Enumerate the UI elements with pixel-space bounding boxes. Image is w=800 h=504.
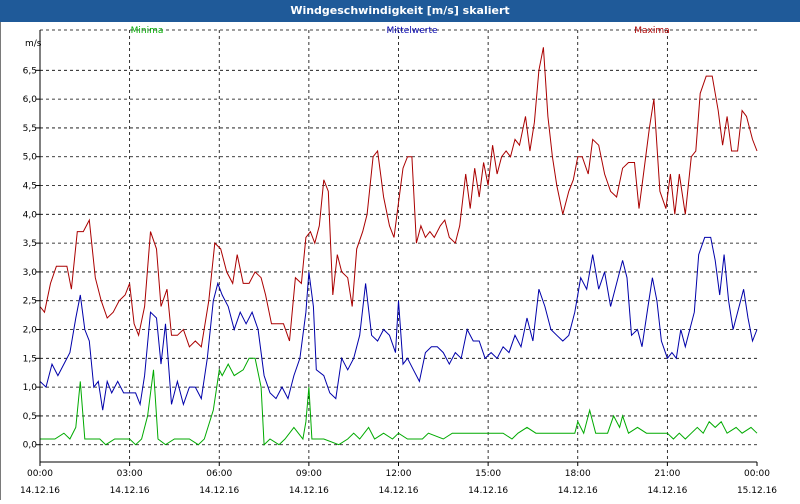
y-tick-label: 1,0 [23,383,38,393]
x-tick-label-time: 00:00 [27,469,53,479]
y-tick-label: 1,5 [23,354,37,364]
x-tick-label-date: 14.12.16 [289,486,329,496]
y-tick-label: 3,5 [23,239,37,249]
y-tick-label: 4,5 [23,182,37,192]
x-tick-label-date: 14.12.16 [468,486,508,496]
y-axis-label: m/s [25,39,42,49]
grid [40,29,757,462]
x-tick-label-date: 14.12.16 [20,486,60,496]
legend: Minima Mittelwerte Maxima [131,26,670,36]
x-tick-label-time: 06:00 [206,469,232,479]
y-tick-label: 0,0 [23,441,38,451]
x-tick-label-date: 15.12.16 [737,486,777,496]
y-tick-label: 6,0 [23,95,38,105]
series-line-mittelwerte [39,236,758,411]
x-tick-label-time: 03:00 [117,469,143,479]
y-tick-label: 2,0 [23,326,38,336]
x-tick-label-time: 18:00 [565,469,591,479]
y-tick-label: 5,0 [23,153,38,163]
x-tick-label-date: 14.12.16 [378,486,418,496]
legend-maxima: Maxima [634,26,669,36]
series-group [39,47,758,446]
x-tick-label-time: 00:00 [744,469,770,479]
chart-area: 0,0 0,5 1,0 1,5 2,0 2,5 3,0 3,5 4,0 4,5 5,0 5,5 6,0 6… [0,22,800,500]
x-tick-label-date: 14.12.16 [199,486,239,496]
series-line-maxima [39,47,758,348]
x-tick-label-time: 12:00 [386,469,412,479]
y-tick-label: 0,5 [23,412,37,422]
y-tick-label: 2,5 [23,297,37,307]
y-tick-label: 4,0 [23,210,38,220]
x-tick-label-date: 14.12.16 [110,486,150,496]
legend-minima: Minima [131,26,164,36]
wind-speed-chart: 0,0 0,5 1,0 1,5 2,0 2,5 3,0 3,5 4,0 4,5 5,0 5,5 6,0 6… [20,26,777,496]
x-tick-label-date: 14.12.16 [558,486,598,496]
axes: 0,0 0,5 1,0 1,5 2,0 2,5 3,0 3,5 4,0 4,5 5,0 5,5 6,0 6… [20,30,777,496]
series-line-minima [40,357,758,446]
y-tick-label: 3,0 [23,268,38,278]
x-tick-label-date: 14.12.16 [647,486,687,496]
y-tick-label: 6,5 [23,66,37,76]
x-tick-label-time: 15:00 [475,469,501,479]
chart-title: Windgeschwindigkeit [m/s] skaliert [0,0,800,22]
legend-mittelwerte: Mittelwerte [386,26,437,36]
y-tick-label: 5,5 [23,124,37,134]
x-tick-label-time: 09:00 [296,469,322,479]
x-tick-label-time: 21:00 [654,469,680,479]
